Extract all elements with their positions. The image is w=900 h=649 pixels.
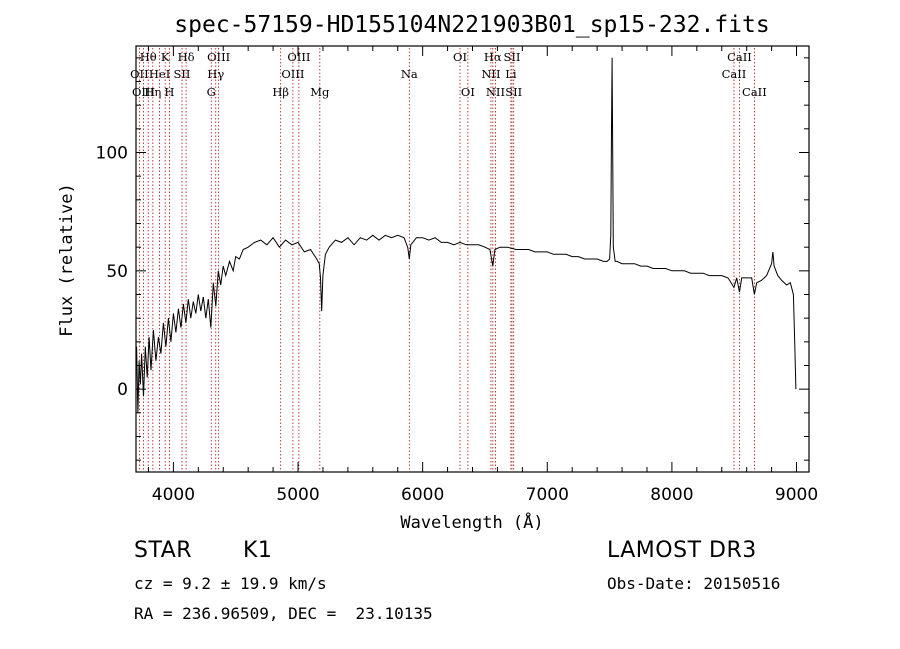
line-marker-label: Hα <box>484 50 502 64</box>
line-marker-label: SII <box>505 85 522 99</box>
x-tick-label: 8000 <box>650 485 693 505</box>
spectrum-chart: spec-57159-HD155104N221903B01_sp15-232.f… <box>57 12 818 533</box>
line-marker-label: OI <box>453 50 467 64</box>
line-marker-label: OI <box>461 85 475 99</box>
y-tick-label: 100 <box>96 144 128 164</box>
spectral-subclass: K1 <box>243 538 273 563</box>
redshift-readout: cz = 9.2 ± 19.9 km/s <box>134 574 327 593</box>
line-marker-label: OII <box>130 67 149 81</box>
line-marker-label: Na <box>401 67 418 81</box>
line-marker-label: Hγ <box>207 67 224 81</box>
chart-title: spec-57159-HD155104N221903B01_sp15-232.f… <box>174 12 769 38</box>
line-marker-label: H <box>164 85 174 99</box>
line-marker-label: SII <box>504 50 521 64</box>
y-tick-label: 0 <box>117 380 128 400</box>
object-type: STAR <box>134 538 193 563</box>
line-marker-label: G <box>207 85 216 99</box>
line-marker-label: K <box>161 50 170 64</box>
line-marker-label: OIII <box>132 85 155 99</box>
coordinates-readout: RA = 236.96509, DEC = 23.10135 <box>134 604 433 623</box>
y-axis-label: Flux (relative) <box>57 183 77 337</box>
line-marker-label: Hη <box>144 85 161 99</box>
plot-frame <box>135 45 810 473</box>
spectrum-line-0 <box>136 57 797 413</box>
line-marker-label: CaII <box>722 67 747 81</box>
spectrum-series <box>136 57 797 413</box>
line-marker-label: OIII <box>287 50 310 64</box>
line-marker-label: CaII <box>727 50 752 64</box>
x-tick-label: 9000 <box>775 485 818 505</box>
line-marker-label: OIII <box>207 50 230 64</box>
line-marker-label: OIII <box>281 67 304 81</box>
x-axis: 4000 5000 6000 7000 8000 9000 <box>147 46 818 505</box>
y-tick-label: 50 <box>106 262 128 282</box>
x-tick-label: 7000 <box>526 485 569 505</box>
x-tick-label: 6000 <box>401 485 444 505</box>
x-tick-label: 5000 <box>276 485 319 505</box>
x-tick-label: 4000 <box>152 485 195 505</box>
line-marker-label: Li <box>505 67 517 81</box>
line-marker-label: Mg <box>310 85 330 99</box>
line-marker-label: HeI <box>149 67 170 81</box>
line-marker-label: NII <box>481 67 500 81</box>
line-marker-label: Hβ <box>272 85 289 99</box>
line-marker-label: SII <box>174 67 191 81</box>
x-axis-label: Wavelength (Å) <box>400 511 543 533</box>
observation-date: Obs-Date: 20150516 <box>607 574 781 593</box>
line-marker-label: Hθ <box>140 50 157 64</box>
line-marker-label: CaII <box>742 85 767 99</box>
line-marker-label: Hδ <box>178 50 195 64</box>
survey-name: LAMOST DR3 <box>607 538 757 563</box>
line-marker-label: NII <box>486 85 505 99</box>
y-axis: 0 50 100 <box>96 57 809 461</box>
